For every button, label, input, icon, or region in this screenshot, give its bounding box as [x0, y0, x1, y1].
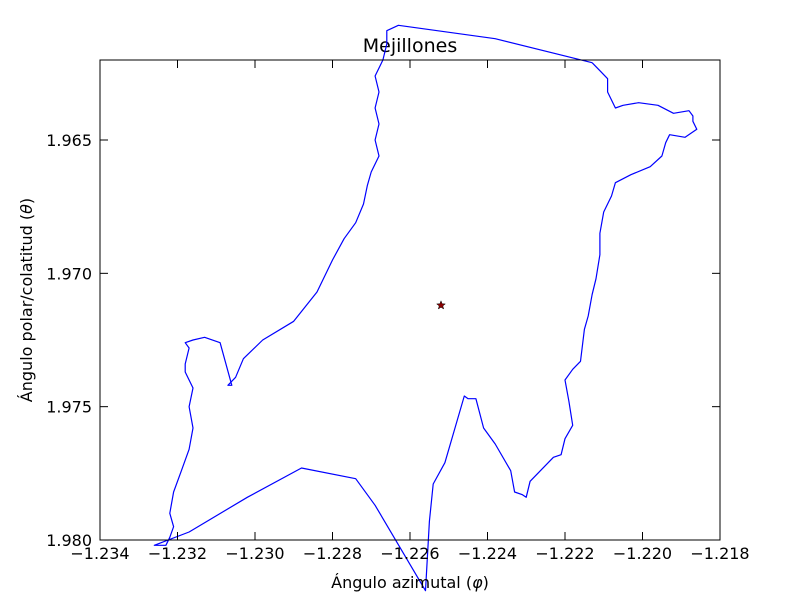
x-tick-label: −1.228	[303, 544, 362, 563]
y-tick-label: 1.965	[46, 131, 92, 150]
x-axis-symbol: φ	[472, 573, 483, 592]
x-axis-label-text: Ángulo azimutal	[331, 573, 461, 592]
x-axis-label: Ángulo azimutal (φ)	[331, 573, 489, 592]
chart-title: Mejillones	[363, 35, 457, 57]
y-axis-symbol: θ	[17, 204, 36, 214]
x-tick-label: −1.234	[70, 544, 129, 563]
y-axis-label-text: Ángulo polar/colatitud	[17, 225, 36, 402]
x-tick-label: −1.220	[613, 544, 672, 563]
x-tick-label: −1.230	[225, 544, 284, 563]
y-tick-label: 1.975	[46, 398, 92, 417]
x-tick-label: −1.226	[380, 544, 439, 563]
x-tick-label: −1.218	[690, 544, 749, 563]
x-tick-label: −1.222	[535, 544, 594, 563]
y-axis-label: Ángulo polar/colatitud (θ)	[17, 198, 36, 402]
axis-ticks: −1.234 −1.232 −1.230 −1.228 −1.226 −1.224 −1.2…	[46, 60, 750, 563]
plot-area	[153, 24, 698, 592]
y-tick-label: 1.970	[46, 264, 92, 283]
plot-frame	[99, 59, 721, 541]
x-tick-label: −1.232	[148, 544, 207, 563]
x-tick-label: −1.224	[458, 544, 517, 563]
y-tick-label: 1.980	[46, 531, 92, 550]
boundary-line	[153, 24, 698, 592]
centroid-star-marker	[436, 300, 446, 310]
